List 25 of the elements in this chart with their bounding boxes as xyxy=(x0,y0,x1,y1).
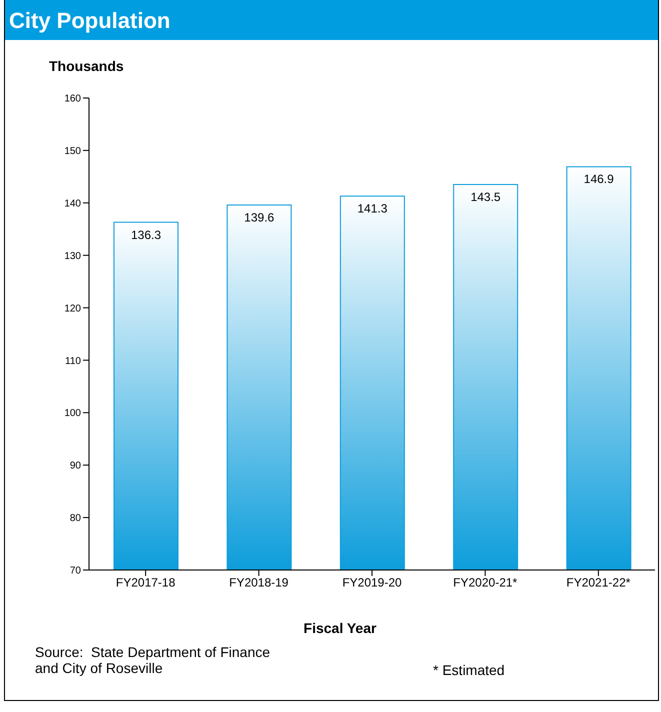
text: * Estimated xyxy=(433,662,505,678)
data-label: 139.6 xyxy=(244,210,275,225)
y-tick-label: 120 xyxy=(64,303,82,314)
data-label: 136.3 xyxy=(130,228,162,242)
x-tick-label: FY2020-21* xyxy=(453,576,518,590)
x-tick-label: FY2018-19 xyxy=(229,576,289,590)
y-tick-label: 140 xyxy=(64,198,82,210)
data-label: 146.9 xyxy=(584,172,614,186)
y-tick-label: 150 xyxy=(64,146,82,157)
y-tick-label: 80 xyxy=(70,513,82,524)
y-tick-label: 90 xyxy=(70,460,82,472)
x-tick-label: FY2021-22* xyxy=(566,576,631,590)
y-tick-label: 130 xyxy=(64,250,82,262)
x-axis-title: Fiscal Year xyxy=(302,620,378,636)
x-tick-label: FY2017-18 xyxy=(116,576,176,590)
chart-title: City Population xyxy=(5,0,658,40)
y-tick-label: 160 xyxy=(64,94,82,105)
y-tick-label: 100 xyxy=(64,408,82,420)
y-axis-title: Thousands xyxy=(49,58,124,74)
data-label: 141.3 xyxy=(357,202,388,216)
source-note: Source: State Department of Finance and City of Roseville xyxy=(35,644,270,676)
y-tick-label: 110 xyxy=(65,356,82,367)
x-tick-label: FY2019-20 xyxy=(342,576,402,590)
data-label: 143.5 xyxy=(470,190,501,204)
y-tick-label: 70 xyxy=(70,566,82,577)
